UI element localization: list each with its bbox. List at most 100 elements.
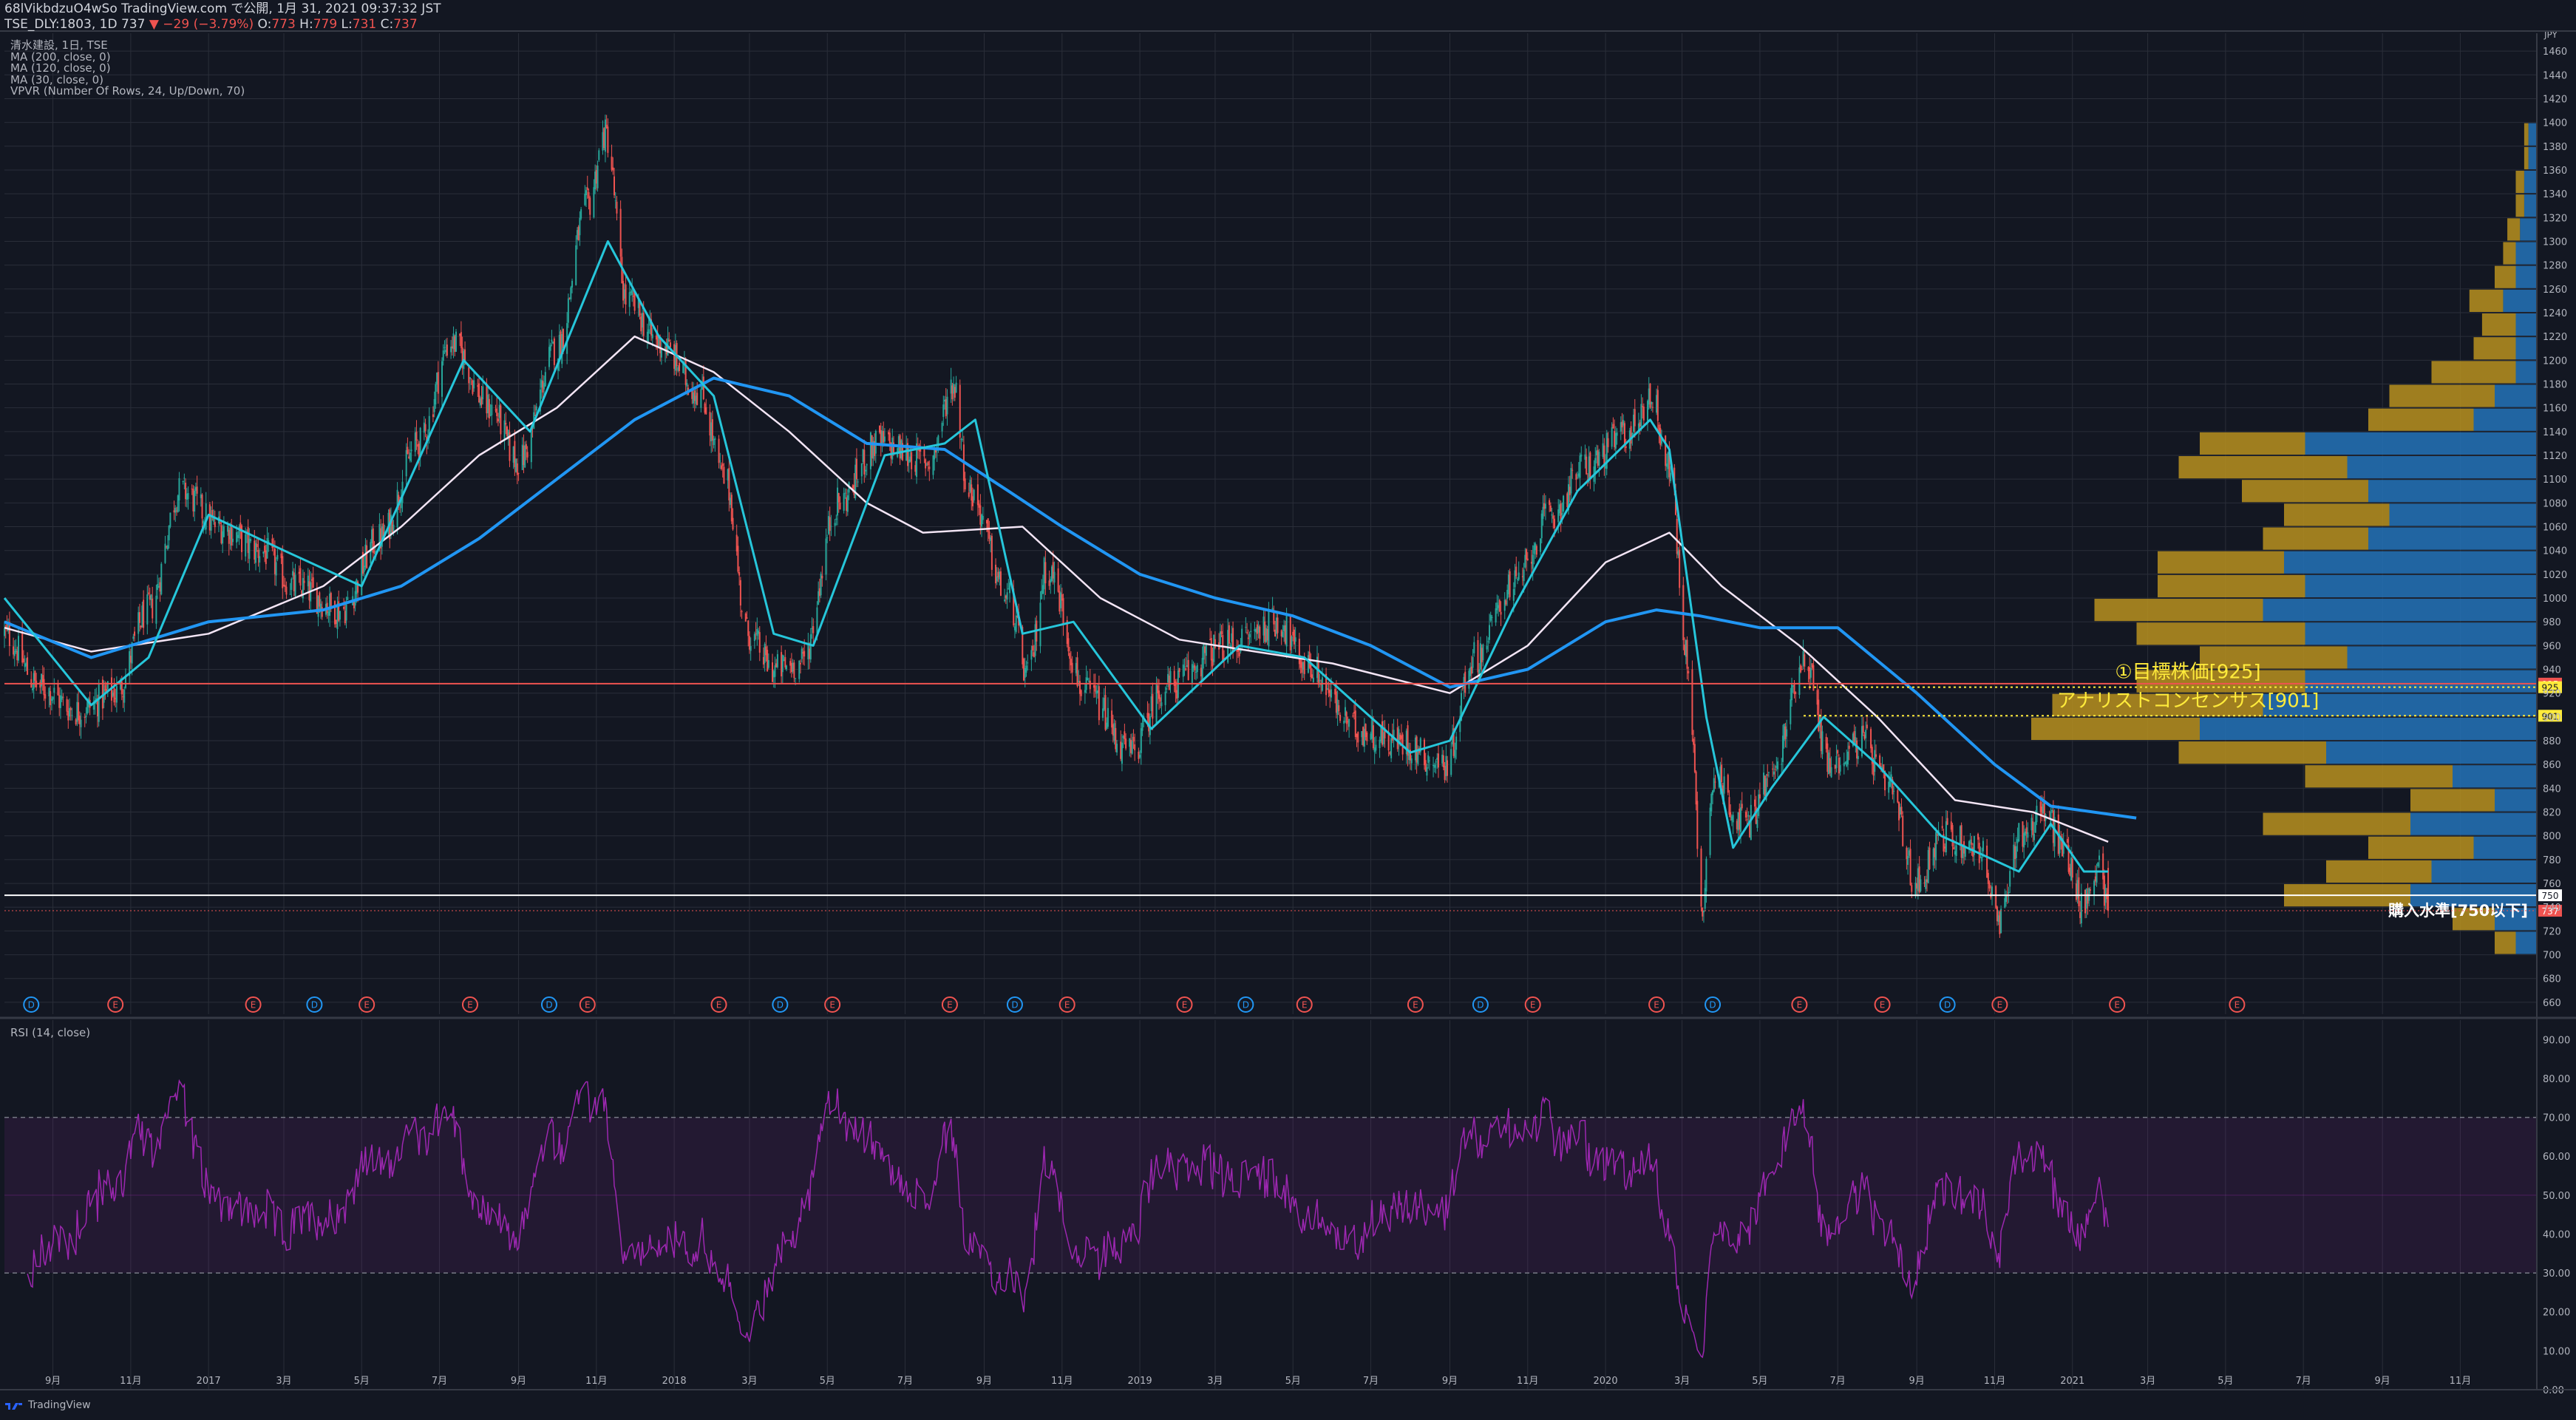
candle-body xyxy=(486,383,488,414)
candle-body xyxy=(1834,764,1836,770)
vp-up-bar xyxy=(2389,503,2537,526)
earnings-icon[interactable] xyxy=(461,996,478,1013)
candle-body xyxy=(714,438,716,441)
candle-body xyxy=(1039,602,1041,647)
candle-body xyxy=(1121,742,1123,764)
earnings-icon[interactable] xyxy=(579,996,596,1013)
candle-body xyxy=(798,660,801,679)
candle-body xyxy=(205,503,207,530)
candle-body xyxy=(1995,886,1997,908)
price-tick-label: 700 xyxy=(2543,951,2561,962)
price-tick-label: 1180 xyxy=(2543,380,2567,391)
candle-body xyxy=(1191,664,1193,684)
candle-body xyxy=(8,622,10,646)
legend-symbol[interactable]: 清水建設, 1日, TSE xyxy=(10,38,108,52)
candle-body xyxy=(580,209,582,219)
candle-body xyxy=(57,683,59,696)
candle-body xyxy=(419,427,421,458)
candle-body xyxy=(1530,562,1532,564)
earnings-icon[interactable] xyxy=(941,996,958,1013)
candle-body xyxy=(1405,730,1407,755)
candle-body xyxy=(1255,629,1257,633)
candle-body xyxy=(1104,695,1107,730)
candle-body xyxy=(883,436,886,442)
candle-body xyxy=(122,696,124,698)
candle-body xyxy=(336,603,339,630)
candle-body xyxy=(293,572,295,591)
dividend-icon[interactable] xyxy=(1472,996,1489,1013)
candle-body xyxy=(1159,697,1161,702)
dividend-icon[interactable] xyxy=(1939,996,1956,1013)
candle-body xyxy=(579,217,581,236)
earnings-icon[interactable] xyxy=(2229,996,2246,1013)
candle-body xyxy=(1228,625,1230,644)
candle-body xyxy=(2053,817,2056,847)
legend-ma30[interactable]: MA (30, close, 0) xyxy=(10,72,104,86)
candle-body xyxy=(543,383,546,390)
candle-body xyxy=(955,382,957,393)
candle-body xyxy=(1473,642,1475,653)
candle-body xyxy=(1231,633,1233,642)
candle-body xyxy=(1051,566,1053,582)
candle-body xyxy=(329,594,331,616)
dividend-icon[interactable] xyxy=(23,996,40,1013)
legend-vpvr[interactable]: VPVR (Number Of Rows, 24, Up/Down, 70) xyxy=(10,84,245,98)
candle-body xyxy=(951,385,954,400)
earnings-icon[interactable] xyxy=(1176,996,1193,1013)
candle-body xyxy=(1661,438,1663,444)
dividend-icon[interactable] xyxy=(540,996,557,1013)
earnings-icon[interactable] xyxy=(1991,996,2008,1013)
candle-body xyxy=(730,497,732,505)
candle-body xyxy=(2025,827,2028,834)
candle-body xyxy=(1829,758,1831,773)
earnings-icon[interactable] xyxy=(1407,996,1424,1013)
dividend-icon[interactable] xyxy=(772,996,789,1013)
candle-body xyxy=(1656,390,1659,421)
dividend-icon[interactable] xyxy=(1006,996,1023,1013)
earnings-icon[interactable] xyxy=(1524,996,1541,1013)
candle-body xyxy=(166,545,169,550)
earnings-icon[interactable] xyxy=(107,996,124,1013)
candle-body xyxy=(981,514,983,527)
earnings-icon[interactable] xyxy=(1874,996,1891,1013)
earnings-icon[interactable] xyxy=(824,996,841,1013)
earnings-icon[interactable] xyxy=(1058,996,1075,1013)
rsi-legend[interactable]: RSI (14, close) xyxy=(10,1026,91,1039)
candle-body xyxy=(1605,465,1607,469)
candle-body xyxy=(382,523,384,538)
candle-body xyxy=(101,679,103,709)
earnings-icon[interactable] xyxy=(2109,996,2126,1013)
earnings-icon[interactable] xyxy=(1296,996,1313,1013)
earnings-icon[interactable] xyxy=(1648,996,1665,1013)
candle-body xyxy=(61,696,63,700)
candle-body xyxy=(801,648,803,659)
price-tick-label: 840 xyxy=(2543,784,2561,795)
candle-body xyxy=(1524,554,1526,568)
candle-body xyxy=(1196,665,1198,673)
rsi-tick-label: 90.00 xyxy=(2543,1035,2570,1046)
earnings-icon[interactable] xyxy=(245,996,262,1013)
earnings-icon[interactable] xyxy=(710,996,727,1013)
candle-body xyxy=(765,646,767,656)
candle-body xyxy=(1872,761,1875,776)
candle-body xyxy=(1892,779,1894,795)
candle-body xyxy=(1688,670,1690,673)
candle-body xyxy=(1311,674,1314,679)
candle-body xyxy=(863,449,866,475)
earnings-icon[interactable] xyxy=(1791,996,1808,1013)
dividend-icon[interactable] xyxy=(1705,996,1722,1013)
vp-up-bar xyxy=(2305,574,2537,598)
candle-body xyxy=(979,505,982,525)
vp-up-bar xyxy=(2515,313,2537,336)
vp-up-bar xyxy=(2515,242,2537,265)
legend-ma200[interactable]: MA (200, close, 0) xyxy=(10,50,111,64)
dividend-icon[interactable] xyxy=(306,996,323,1013)
earnings-icon[interactable] xyxy=(358,996,375,1013)
candle-body xyxy=(17,636,19,661)
candle-body xyxy=(339,611,341,620)
candle-body xyxy=(2043,801,2045,821)
dividend-icon[interactable] xyxy=(1237,996,1254,1013)
legend-ma120[interactable]: MA (120, close, 0) xyxy=(10,61,111,75)
candle-body xyxy=(1909,849,1911,886)
